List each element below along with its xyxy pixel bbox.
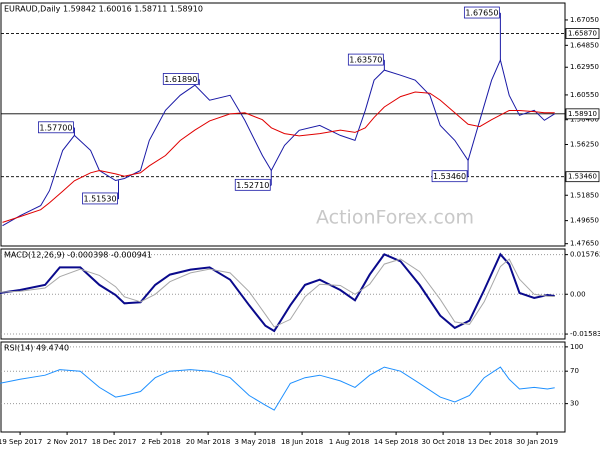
series-line bbox=[0, 252, 555, 333]
level-label: 1.58910 bbox=[568, 110, 597, 118]
annotation-box bbox=[431, 170, 468, 183]
panel-title: RSI(14) 49.4740 bbox=[4, 344, 69, 353]
x-tick-label: 18 Jun 2018 bbox=[281, 438, 323, 446]
x-tick-label: 2 Nov 2017 bbox=[47, 438, 87, 446]
x-tick-label: 3 May 2018 bbox=[234, 438, 275, 446]
x-tick-label: 30 Oct 2018 bbox=[421, 438, 464, 446]
panel-title: MACD(12,26,9) -0.000398 -0.000941 bbox=[4, 251, 152, 260]
y-tick-label: 1.58400 bbox=[570, 116, 599, 124]
annotation-box bbox=[82, 192, 118, 205]
y-tick-label: 0.015762 bbox=[570, 251, 600, 259]
y-tick-label: 1.60550 bbox=[570, 91, 599, 99]
x-tick-label: 13 Dec 2018 bbox=[468, 438, 513, 446]
y-tick-label: 1.64850 bbox=[570, 41, 599, 49]
level-box bbox=[565, 171, 600, 183]
annotation-box bbox=[162, 73, 199, 85]
annotation-label: 1.63570 bbox=[349, 56, 382, 65]
annotation-box bbox=[234, 178, 271, 191]
y-tick-label: 1.49650 bbox=[570, 217, 599, 225]
y-tick-label: 100 bbox=[570, 343, 583, 351]
annotation-label: 1.61890 bbox=[164, 75, 197, 84]
y-tick-label: 30 bbox=[570, 400, 579, 408]
annotation-label: 1.52710 bbox=[236, 181, 269, 190]
y-tick-label: 1.62950 bbox=[570, 63, 599, 71]
level-box bbox=[565, 28, 600, 39]
level-box bbox=[565, 108, 600, 120]
y-tick-label: 1.56250 bbox=[570, 141, 599, 149]
panel-frame bbox=[0, 2, 566, 247]
annotation-box bbox=[38, 121, 74, 134]
x-tick-label: 2 Feb 2018 bbox=[142, 438, 181, 446]
x-tick-label: 19 Sep 2017 bbox=[0, 438, 42, 446]
x-tick-label: 20 Mar 2018 bbox=[186, 438, 230, 446]
annotation-label: 1.53460 bbox=[433, 172, 466, 181]
x-tick-label: 18 Dec 2017 bbox=[92, 438, 137, 446]
y-tick-label: 70 bbox=[570, 367, 579, 375]
watermark: ActionForex.com bbox=[316, 207, 474, 229]
y-tick-label: 1.67050 bbox=[570, 16, 599, 24]
series-line bbox=[2, 91, 555, 223]
panel-frame bbox=[0, 341, 566, 433]
y-tick-label: 1.51850 bbox=[570, 191, 599, 199]
panel-title: EURAUD,Daily 1.59842 1.60016 1.58711 1.5… bbox=[4, 5, 203, 14]
annotation-label: 1.51530 bbox=[83, 194, 116, 203]
series-line bbox=[0, 258, 555, 328]
y-tick-label: -0.015834 bbox=[570, 330, 600, 338]
x-tick-label: 1 Aug 2018 bbox=[329, 438, 369, 446]
level-label: 1.53460 bbox=[568, 173, 597, 181]
annotation-box bbox=[347, 53, 384, 66]
annotation-label: 1.67650 bbox=[465, 9, 498, 18]
series-line bbox=[2, 58, 555, 227]
level-label: 1.65870 bbox=[568, 30, 597, 38]
annotation-label: 1.57700 bbox=[39, 123, 72, 132]
series-line bbox=[0, 366, 555, 411]
y-tick-label: 0.00 bbox=[570, 290, 586, 298]
annotation-box bbox=[463, 6, 500, 19]
x-tick-label: 14 Sep 2018 bbox=[374, 438, 418, 446]
x-tick-label: 30 Jan 2019 bbox=[516, 438, 558, 446]
y-tick-label: 1.47650 bbox=[570, 240, 599, 248]
